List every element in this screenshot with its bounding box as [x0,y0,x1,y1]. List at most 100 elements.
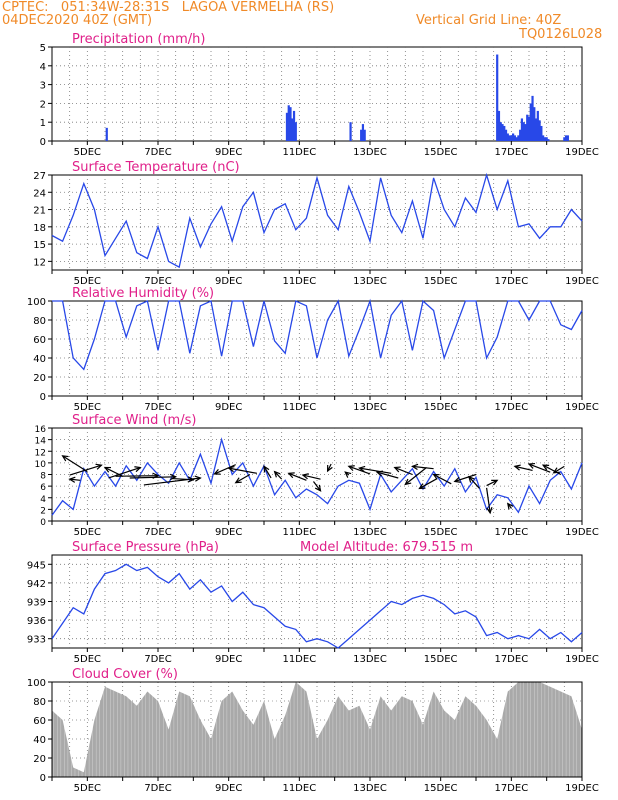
chart-4-xtick-label: 7DEC [144,527,171,538]
chart-4-ytick-label: 12 [35,448,46,458]
chart-6-xtick-label: 19DEC [565,783,599,794]
chart-6-ytick-label: 20 [33,754,46,765]
chart-4-xtick-label: 11DEC [282,527,316,538]
chart-2-ytick-label: 27 [33,171,46,182]
chart-3-ytick-label: 0 [40,392,46,403]
chart-4-wind-arrow [235,473,251,484]
chart-6-ytick-label: 80 [33,697,46,708]
chart-4-wind-arrowhead [453,476,461,483]
chart-2-xtick-label: 5DEC [74,276,101,287]
chart-5-xtick-label: 17DEC [494,654,528,665]
chart-1-bar [506,133,509,141]
chart-4-wind-arrowhead [347,465,355,472]
chart-5-xtick-label: 5DEC [74,654,101,665]
chart-2-series-line [51,172,583,269]
chart-4-wind-arrow [228,467,258,474]
chart-6-xtick-label: 17DEC [494,783,528,794]
chart-2-xtick-label: 13DEC [353,276,387,287]
chart-3-xtick-label: 5DEC [74,402,101,413]
chart-4-wind-arrowhead [103,466,112,473]
chart-4-wind-arrow [468,476,480,489]
chart-4-xtick-label: 13DEC [353,527,387,538]
chart-4-wind-arrowhead [432,473,440,480]
chart-5-ytick-label: 933 [27,635,46,646]
chart-4-wind-arrow [263,466,272,479]
chart-1-xtick-label: 19DEC [565,147,599,158]
chart-4-wind-arrowhead [375,470,384,477]
chart-1-bar [292,110,296,141]
chart-1-bar [565,135,568,141]
chart-5-xtick-label: 11DEC [282,654,316,665]
chart-4-wind-arrow [454,473,477,483]
chart-1-xtick-label: 7DEC [144,147,171,158]
chart-4-wind-arrow [312,481,322,492]
chart-3-ytick-label: 20 [33,373,46,384]
chart-2-xtick-label: 19DEC [565,276,599,287]
chart-2-ytick-label: 24 [33,188,46,199]
chart-1-xtick-label: 15DEC [424,147,458,158]
chart-3-ytick-label: 40 [33,354,46,365]
chart-1-ytick-label: 3 [40,81,46,92]
chart-4-wind-arrow [108,466,141,479]
chart-6-ytick-label: 100 [27,678,46,689]
chart-1-bar [542,135,545,141]
chart-1-bar [361,124,365,141]
chart-5-annotation: Model Altitude: 679.515 m [300,540,473,555]
chart-4-xtick-label: 19DEC [565,527,599,538]
chart-1-bar [515,137,518,141]
chart-4-wind-arrowhead [263,465,270,473]
chart-1-bar [517,135,520,141]
chart-1-bar [501,124,504,141]
chart-4-wind-arrowhead [552,467,560,474]
chart-1-bar [547,139,550,141]
chart-2-xtick-label: 7DEC [144,276,171,287]
chart-4-ytick-label: 4 [40,495,46,505]
chart-4-wind-arrowhead [287,472,295,479]
chart-4-wind-arrow [302,474,321,480]
chart-1-bar [519,129,522,141]
chart-6-xtick-label: 9DEC [215,783,242,794]
chart-5-xtick-label: 19DEC [565,654,599,665]
chart-5-ytick-label: 939 [27,598,46,609]
chart-2-xtick-label: 11DEC [282,276,316,287]
chart-4-ytick-label: 8 [40,472,46,482]
chart-4-wind-arrowhead [404,478,412,486]
chart-4-wind-arrowhead [213,468,221,475]
chart-1-bar [349,122,352,141]
chart-2-ytick-label: 15 [33,240,46,251]
chart-4-ytick-label: 0 [40,518,46,528]
chart-4-wind-arrow [404,467,427,485]
chart-4-wind-arrowhead [169,473,178,481]
chart-4-xtick-label: 9DEC [215,527,242,538]
chart-4-xtick-label: 17DEC [494,527,528,538]
chart-4-ytick-label: 2 [40,506,46,516]
chart-2-xtick-label: 9DEC [215,276,242,287]
chart-1-bar [105,127,108,141]
chart-4-wind-arrowhead [314,484,322,492]
chart-4-wind-arrowhead [468,475,475,483]
chart-1-bar [538,120,541,141]
chart-1-xtick-label: 9DEC [215,147,242,158]
chart-3-series-line [52,298,583,371]
chart-1-bar [543,137,546,141]
chart-5-xtick-label: 9DEC [215,654,242,665]
chart-6-title: Cloud Cover (%) [72,667,178,682]
chart-1-bar [499,122,502,141]
chart-4-wind-arrowhead [541,464,550,471]
chart-4-wind-arrowhead [344,471,352,478]
chart-4-wind-arrow [69,464,102,476]
chart-4-wind-arrowhead [194,475,202,482]
chart-1-bar [563,137,566,141]
chart-1-bar [513,135,516,141]
chart-4-wind-arrow [62,455,88,473]
chart-4-wind-arrowhead [95,463,103,470]
chart-2-xtick-label: 15DEC [424,276,458,287]
chart-4-xtick-label: 15DEC [424,527,458,538]
chart-4-wind-arrowhead [227,465,235,473]
chart-4-wind-arrow [486,479,498,487]
chart-4-wind-arrowhead [187,476,195,483]
chart-1-bar [294,122,297,141]
chart-4-ytick-label: 16 [35,425,47,435]
chart-4-wind-arrow [553,465,565,474]
